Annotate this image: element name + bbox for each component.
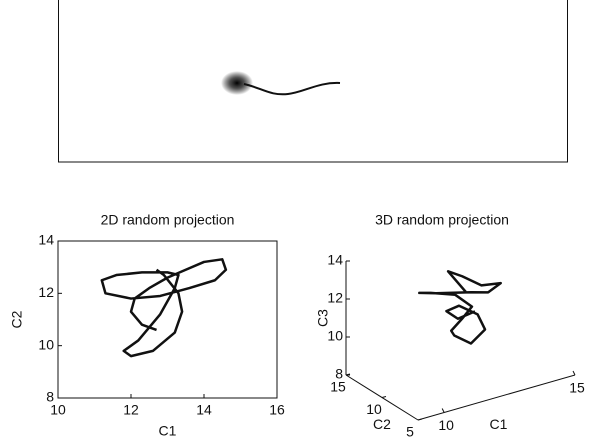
frame (59, 0, 568, 162)
y-tick-label: 12 (38, 284, 54, 300)
chart-title: 2D random projection (101, 212, 235, 228)
z-tick-label: 12 (327, 290, 343, 306)
y-tick-label: 15 (330, 379, 346, 395)
x-tick-label: 10 (438, 417, 454, 433)
y-tick (382, 397, 386, 398)
y-tick-label: 8 (46, 389, 54, 405)
x-tick-label: 12 (123, 402, 139, 418)
z-tick-label: 10 (327, 328, 343, 344)
z-axis-label: C3 (315, 309, 331, 327)
y-tick (418, 419, 422, 420)
y-axis-label: C2 (373, 416, 391, 432)
trajectory (419, 271, 500, 343)
top-panel (59, 0, 568, 162)
y-tick-label: 5 (406, 424, 414, 440)
z-tick-label: 14 (327, 252, 343, 268)
y-tick-label: 10 (366, 401, 382, 417)
blob (221, 71, 253, 95)
x-tick (442, 409, 444, 413)
x-axis-label: C1 (490, 416, 508, 432)
x-tick (573, 371, 575, 375)
x-tick-label: 16 (269, 402, 285, 418)
trace (244, 83, 340, 94)
figure: 2D random projectionC1C21012141681012143… (0, 0, 590, 444)
y-axis-label: C2 (9, 310, 25, 328)
y-tick-label: 10 (38, 336, 54, 352)
y-tick-label: 14 (38, 232, 54, 248)
x-tick-label: 15 (569, 380, 585, 396)
plot-frame (58, 241, 277, 398)
chart-title: 3D random projection (375, 212, 509, 228)
x-tick-label: 14 (196, 402, 212, 418)
x-axis-label: C1 (159, 423, 177, 439)
page: 2D random projectionC1C21012141681012143… (0, 0, 590, 444)
x-axis (418, 375, 575, 420)
trajectory (102, 259, 226, 356)
